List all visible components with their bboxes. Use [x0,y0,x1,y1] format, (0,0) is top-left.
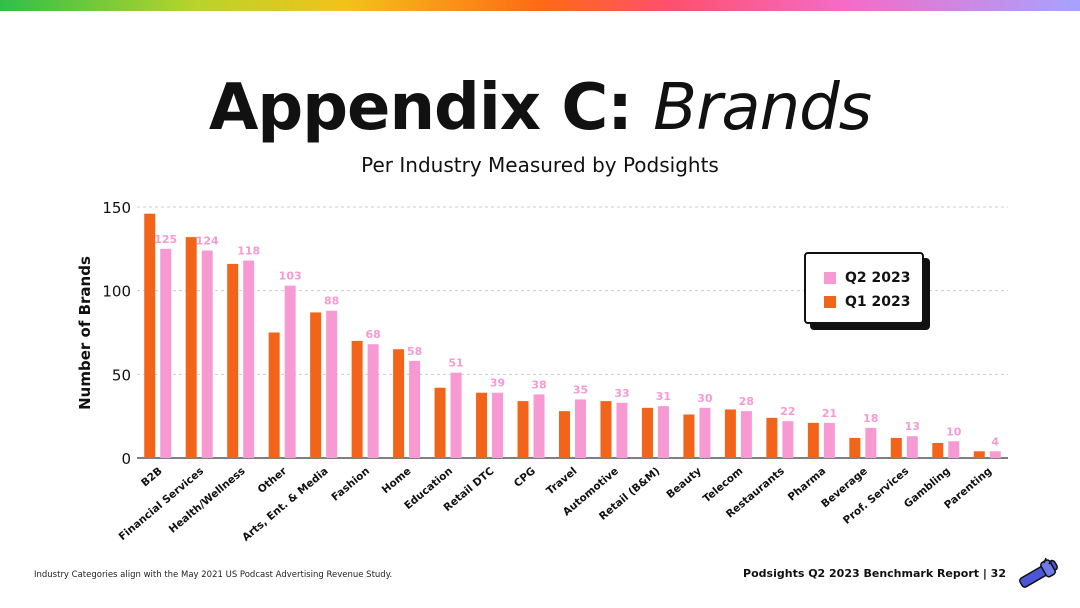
y-axis: 0 50 100 150 [102,199,1008,468]
data-label-q2-2023: 125 [154,233,177,246]
chart-data-labels: 125 124 118 103 88 68 58 51 39 38 35 33 31 30 28 22 21 18… [154,233,999,448]
bar-q2-2023 [284,285,296,458]
bar-chart: 0 50 100 150 125 124 118 103 88 68 58 51 39 38 35 33 31… [76,199,1008,544]
bar-q2-2023 [740,411,752,458]
bar-q1-2023 [434,387,446,458]
bar-q1-2023 [890,437,902,458]
bar-q1-2023 [724,409,736,458]
legend-swatch-q1 [824,296,836,308]
bar-q2-2023 [823,422,835,458]
data-label-q2-2023: 68 [365,328,380,341]
bar-q1-2023 [932,442,944,458]
footnote: Industry Categories align with the May 2… [34,570,393,580]
y-tick-label: 150 [102,199,131,217]
bar-q1-2023 [683,414,695,458]
bar-q2-2023 [948,441,960,458]
legend-item-q1: Q1 2023 [824,294,910,310]
bar-q2-2023 [865,427,877,458]
bar-q1-2023 [973,451,985,458]
bar-q2-2023 [616,402,628,458]
bar-q1-2023 [807,422,819,458]
bar-q1-2023 [641,407,653,458]
x-tick-label: Beauty [664,465,704,501]
data-label-q2-2023: 13 [905,420,920,433]
page-subtitle: Per Industry Measured by Podsights [361,153,719,177]
bar-q2-2023 [160,248,172,458]
x-tick-label: CPG [512,465,538,490]
data-label-q2-2023: 88 [324,295,339,308]
data-label-q2-2023: 21 [822,407,837,420]
data-label-q2-2023: 28 [739,395,754,408]
data-label-q2-2023: 124 [196,235,219,248]
microphone-icon [1019,557,1058,588]
data-label-q2-2023: 30 [697,392,713,405]
bar-q2-2023 [533,394,545,458]
bar-q1-2023 [268,332,280,458]
data-label-q2-2023: 22 [780,405,795,418]
bar-q1-2023 [310,312,322,458]
bar-q2-2023 [450,372,462,458]
data-label-q2-2023: 10 [946,425,962,438]
page-title: Appendix C: Brands [0,70,1080,146]
y-tick-label: 50 [112,366,131,384]
bar-q2-2023 [326,310,338,458]
x-tick-label: B2B [139,465,165,489]
bar-q2-2023 [906,436,918,458]
data-label-q2-2023: 103 [279,270,302,283]
data-label-q2-2023: 35 [573,383,588,396]
legend-item-q2: Q2 2023 [824,270,910,286]
bar-q2-2023 [243,260,255,458]
chart-gridlines [137,206,1008,375]
data-label-q2-2023: 18 [863,412,878,425]
chart-legend: Q2 2023 Q1 2023 [804,252,924,324]
x-tick-label: Fashion [329,465,372,504]
data-label-q2-2023: 58 [407,345,422,358]
bar-q2-2023 [367,344,379,458]
bar-q1-2023 [766,417,778,458]
data-label-q2-2023: 118 [237,245,260,258]
bar-q2-2023 [657,406,669,458]
bar-q1-2023 [227,263,239,458]
bar-q1-2023 [185,237,197,458]
bar-q2-2023 [699,407,711,458]
report-page-label: Podsights Q2 2023 Benchmark Report | 32 [743,567,1006,580]
data-label-q2-2023: 39 [490,377,505,390]
x-tick-label: Home [380,465,414,496]
bar-q2-2023 [492,392,504,458]
title-italic: Brands [653,71,872,145]
x-tick-label: Travel [544,465,579,497]
data-label-q2-2023: 51 [448,357,463,370]
data-label-q2-2023: 31 [656,390,671,403]
bar-q1-2023 [393,349,405,458]
bar-q1-2023 [144,213,156,458]
y-axis-label: Number of Brands [76,256,94,410]
bar-q1-2023 [600,401,612,458]
legend-label-q2: Q2 2023 [845,270,911,286]
y-tick-label: 100 [102,283,131,301]
bar-q1-2023 [476,392,488,458]
rainbow-top-bar [0,0,1080,11]
x-tick-label: Other [256,465,290,496]
bar-q1-2023 [517,401,529,458]
bar-q2-2023 [409,360,421,458]
data-label-q2-2023: 33 [614,387,629,400]
bar-q2-2023 [989,451,1001,458]
bar-q2-2023 [782,421,794,458]
y-tick-label: 0 [121,450,131,468]
bar-q2-2023 [575,399,586,458]
bar-q2-2023 [201,250,213,458]
title-bold: Appendix C: [208,71,633,145]
legend-label-q1: Q1 2023 [845,294,911,310]
data-label-q2-2023: 4 [991,435,999,448]
data-label-q2-2023: 38 [531,378,546,391]
bar-q1-2023 [849,437,861,458]
x-tick-label: Health/Wellness [167,465,248,536]
bar-q1-2023 [351,340,363,458]
bar-q1-2023 [559,411,570,458]
chart-bars [144,213,1001,458]
legend-swatch-q2 [824,272,836,284]
